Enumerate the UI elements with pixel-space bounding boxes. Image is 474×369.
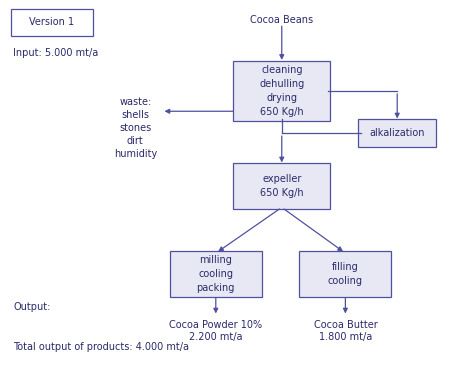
Text: Output:: Output: <box>13 302 51 312</box>
Text: Version 1: Version 1 <box>29 17 74 27</box>
Text: waste:
shells
stones
dirt
humidity: waste: shells stones dirt humidity <box>114 97 157 159</box>
Text: milling
cooling
packing: milling cooling packing <box>197 255 235 293</box>
Text: Cocoa Butter
1.800 mt/a: Cocoa Butter 1.800 mt/a <box>313 320 377 342</box>
FancyBboxPatch shape <box>170 251 262 297</box>
Text: Total output of products: 4.000 mt/a: Total output of products: 4.000 mt/a <box>13 342 189 352</box>
FancyBboxPatch shape <box>300 251 392 297</box>
Text: Input: 5.000 mt/a: Input: 5.000 mt/a <box>13 48 99 58</box>
Text: expeller
650 Kg/h: expeller 650 Kg/h <box>260 174 303 198</box>
Text: Cocoa Powder 10%
2.200 mt/a: Cocoa Powder 10% 2.200 mt/a <box>169 320 262 342</box>
Text: Cocoa Beans: Cocoa Beans <box>250 15 313 25</box>
FancyBboxPatch shape <box>358 120 436 147</box>
Text: cleaning
dehulling
drying
650 Kg/h: cleaning dehulling drying 650 Kg/h <box>259 65 304 117</box>
FancyBboxPatch shape <box>234 163 330 209</box>
FancyBboxPatch shape <box>234 61 330 121</box>
Text: alkalization: alkalization <box>369 128 425 138</box>
Text: filling
cooling: filling cooling <box>328 262 363 286</box>
FancyBboxPatch shape <box>11 9 93 36</box>
